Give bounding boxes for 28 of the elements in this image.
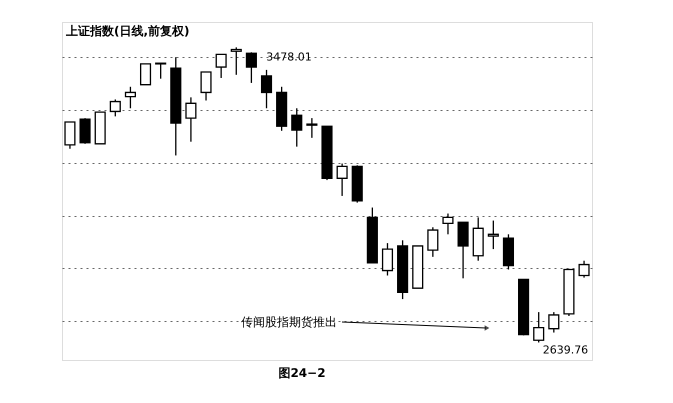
candlestick [336, 162, 348, 197]
candlestick [427, 226, 438, 258]
candlestick [442, 212, 454, 235]
caption: 图24−2 [278, 366, 326, 380]
annotation: 2639.76 [542, 343, 588, 356]
candlestick [306, 117, 318, 138]
candlestick [488, 220, 499, 250]
candlestick [155, 62, 166, 80]
candlestick [64, 121, 76, 150]
candlestick [246, 52, 257, 84]
candlestick [110, 98, 121, 118]
annotation: 3478.01 [266, 50, 312, 64]
annotation: 传闻股指期货推出 [241, 315, 337, 329]
candlestick [578, 260, 590, 278]
candlestick [260, 69, 272, 109]
chart-title: 上证指数(日线,前复权) [65, 24, 190, 38]
candlestick [200, 71, 212, 102]
candlestick [79, 117, 91, 144]
candlestick [216, 54, 227, 79]
candlestick [140, 63, 152, 86]
candlestick [124, 86, 136, 109]
candlestick [185, 96, 196, 142]
candlestick [291, 108, 302, 148]
candlestick [548, 311, 560, 334]
candlestick [458, 222, 469, 279]
candlestick [230, 46, 242, 76]
candlestick [533, 311, 544, 344]
candlestick [382, 242, 394, 276]
